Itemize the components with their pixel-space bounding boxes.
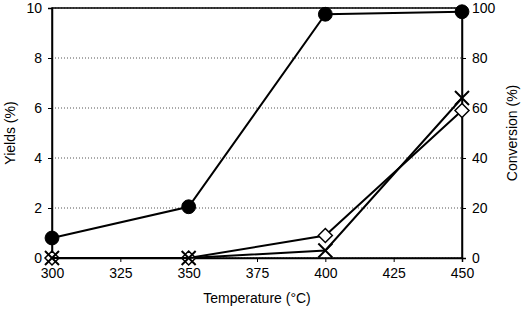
tick-label: 325	[109, 265, 133, 281]
grid-line	[52, 108, 462, 109]
series-group	[45, 5, 469, 265]
y2-axis-title: Conversion (%)	[504, 85, 520, 181]
tick: 425	[382, 258, 406, 281]
tick-mark	[48, 8, 52, 9]
axis-line	[53, 259, 463, 263]
marker	[455, 5, 469, 19]
tick-label: 20	[472, 200, 488, 216]
tick-label: 8	[34, 50, 42, 66]
chart: 3003253503754004254500246810020406080100…	[0, 0, 523, 309]
x-axis: 300 325 350 375 400 425 450	[41, 258, 475, 281]
marker	[455, 104, 469, 118]
plot-frame	[52, 8, 462, 258]
tick-label: 2	[34, 200, 42, 216]
tick-mark	[462, 208, 466, 209]
tick-label: 80	[472, 50, 488, 66]
y2-axis: 0 20 40 60 80 100	[462, 0, 496, 266]
marker	[45, 231, 59, 245]
tick: 375	[246, 258, 270, 281]
tick: 8	[34, 50, 52, 66]
tick: 4	[34, 150, 52, 166]
series-line	[52, 111, 462, 259]
grid-line	[52, 208, 462, 209]
y-axis: 0 2 4 6 8 10	[26, 0, 52, 266]
grid	[52, 8, 462, 258]
marker	[318, 244, 332, 258]
tick-label: 425	[382, 265, 406, 281]
tick-mark	[462, 58, 466, 59]
marker	[318, 229, 332, 243]
tick-label: 400	[314, 265, 338, 281]
marker	[455, 91, 469, 105]
marker	[45, 251, 59, 265]
tick-label: 100	[472, 0, 496, 16]
y-axis-title: Yields (%)	[2, 101, 18, 164]
tick-label: 450	[451, 265, 475, 281]
tick: 450	[451, 258, 475, 281]
tick-mark	[257, 258, 258, 262]
tick-label: 350	[177, 265, 201, 281]
tick-mark	[48, 208, 52, 209]
tick-mark	[48, 108, 52, 109]
series-line	[52, 98, 462, 258]
tick-mark	[48, 158, 52, 159]
tick: 6	[34, 100, 52, 116]
marker	[182, 251, 196, 265]
tick: 40	[462, 150, 488, 166]
grid-line	[52, 58, 462, 59]
axis-line	[463, 9, 467, 259]
tick-label: 4	[34, 150, 42, 166]
tick-mark	[462, 158, 466, 159]
tick-mark	[48, 58, 52, 59]
tick-label: 0	[472, 250, 480, 266]
tick-label: 375	[246, 265, 270, 281]
tick-mark	[462, 258, 466, 259]
x-axis-title: Temperature (°C)	[203, 290, 311, 306]
tick-label: 0	[34, 250, 42, 266]
tick-label: 60	[472, 100, 488, 116]
tick: 325	[109, 258, 133, 281]
tick: 2	[34, 200, 52, 216]
tick-mark	[394, 258, 395, 262]
tick: 20	[462, 200, 488, 216]
tick-mark	[325, 258, 326, 262]
plot: 3003253503754004254500246810020406080100	[26, 0, 495, 281]
tick: 80	[462, 50, 488, 66]
series-line	[52, 12, 462, 238]
marker	[182, 200, 196, 214]
tick-label: 10	[26, 0, 42, 16]
tick: 10	[26, 0, 52, 16]
tick-label: 40	[472, 150, 488, 166]
marker	[318, 7, 332, 21]
tick-label: 6	[34, 100, 42, 116]
tick: 400	[314, 258, 338, 281]
axis-line	[48, 9, 53, 259]
tick: 0	[462, 250, 480, 266]
grid-line	[52, 158, 462, 159]
tick-label: 300	[41, 265, 65, 281]
